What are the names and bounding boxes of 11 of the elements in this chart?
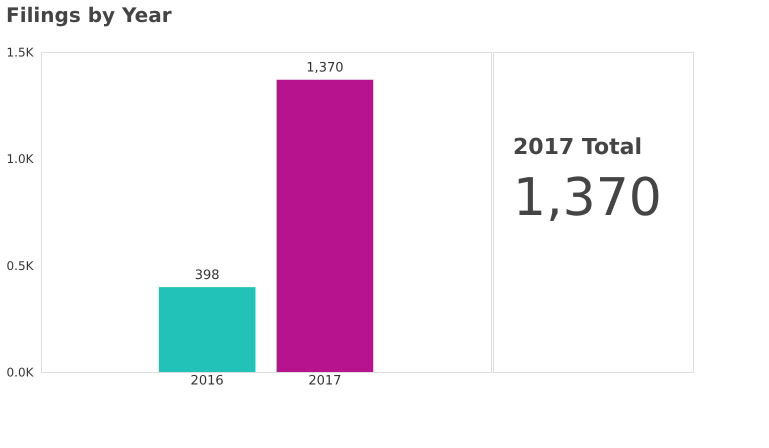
text: 1,370 bbox=[513, 168, 662, 228]
text: 2017 Total bbox=[513, 135, 642, 160]
x-tick-label: 2017 bbox=[308, 374, 342, 388]
y-tick-label: 1.5K bbox=[6, 46, 35, 60]
data-label: 1,370 bbox=[306, 60, 344, 76]
y-tick-label: 1.0K bbox=[6, 152, 35, 166]
y-tick-label: 0.5K bbox=[6, 258, 35, 273]
y-tick-label: 0.0K bbox=[6, 366, 35, 380]
chart-title: Filings by Year bbox=[6, 3, 172, 27]
x-tick-label: 2016 bbox=[190, 374, 224, 388]
data-label: 398 bbox=[194, 268, 220, 284]
